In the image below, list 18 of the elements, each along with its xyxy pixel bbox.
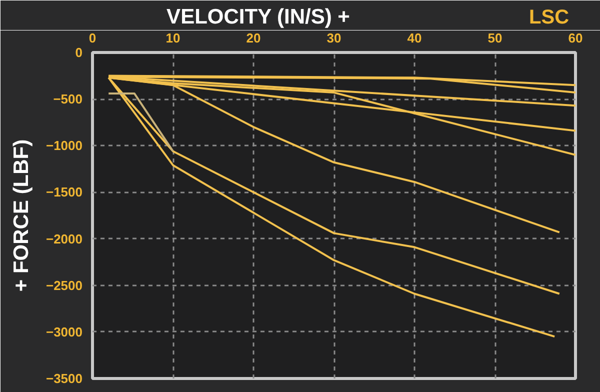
y-tick-label: 0 — [75, 45, 83, 60]
chart-title: LSC — [529, 6, 570, 28]
x-tick-label: 40 — [407, 30, 422, 46]
x-axis-title: VELOCITY (IN/S) + — [166, 6, 350, 28]
x-tick-label: 20 — [246, 30, 261, 46]
y-tick-label: −2000 — [46, 231, 83, 246]
x-tick-label: 60 — [568, 30, 583, 46]
y-tick-label: −3000 — [46, 324, 83, 340]
y-tick-label: −3500 — [46, 371, 83, 386]
y-tick-label: −1500 — [46, 184, 83, 200]
y-axis-title: + FORCE (LBF) — [10, 139, 33, 292]
x-tick-label: 30 — [326, 30, 342, 46]
x-tick-label: 10 — [166, 30, 180, 46]
y-tick-label: −2500 — [46, 278, 83, 293]
x-tick-label: 0 — [88, 30, 96, 46]
y-tick-label: −500 — [53, 92, 83, 107]
x-tick-label: 50 — [488, 30, 502, 46]
y-tick-label: −1000 — [46, 138, 83, 154]
